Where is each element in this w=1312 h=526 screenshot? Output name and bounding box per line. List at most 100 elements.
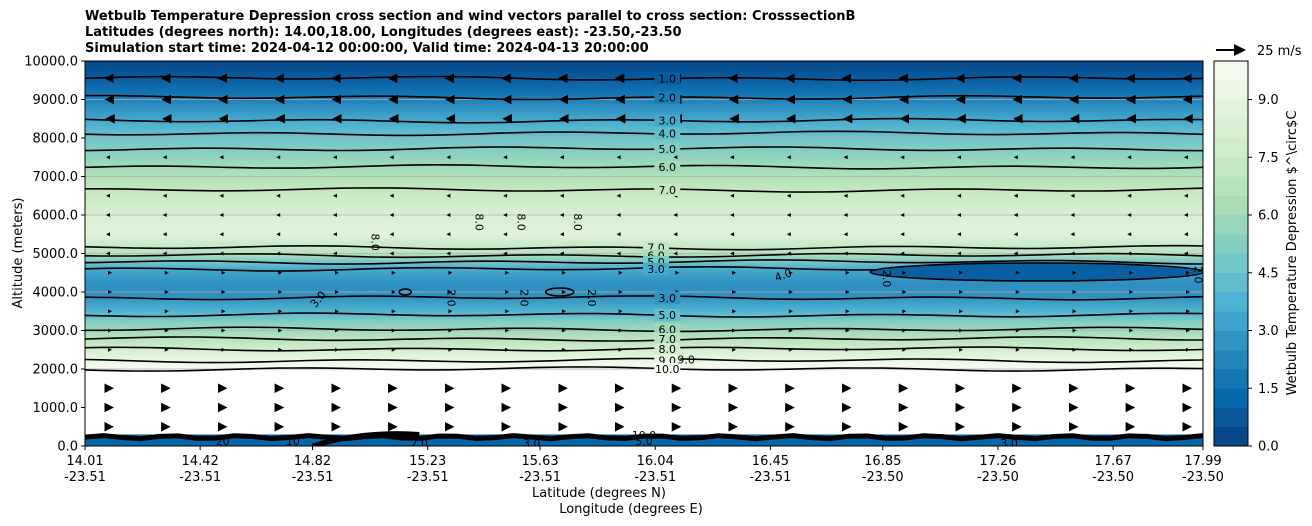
wind-vector xyxy=(448,270,453,275)
contour-label: 2.0 xyxy=(444,289,457,307)
wind-vector xyxy=(618,328,623,333)
wind-vector xyxy=(845,270,850,275)
wind-vector xyxy=(389,213,394,217)
wind-vector xyxy=(786,155,791,160)
closed-contour xyxy=(869,262,1203,282)
colorbar-band xyxy=(1214,61,1248,81)
wind-vector xyxy=(1129,347,1134,352)
wind-vector xyxy=(108,328,112,333)
wind-vector xyxy=(732,309,737,314)
wind-vector xyxy=(503,193,508,198)
contour-label: 2.0 xyxy=(585,289,598,307)
wind-vector xyxy=(332,232,337,237)
wind-vector xyxy=(278,290,283,294)
wind-vector xyxy=(164,309,169,314)
wind-vector xyxy=(1184,155,1188,160)
contour-line xyxy=(85,336,1203,342)
wind-vector xyxy=(334,328,339,333)
colorbar-band xyxy=(1214,349,1248,370)
wind-vector xyxy=(788,290,793,294)
wind-vector xyxy=(1186,309,1190,314)
wind-vector xyxy=(1127,155,1132,160)
wind-vector xyxy=(1127,213,1132,217)
contour-label-bg xyxy=(654,291,681,304)
y-axis-label: Altitude (meters) xyxy=(11,198,26,309)
wind-vector xyxy=(503,155,508,160)
surface-layer xyxy=(85,434,1203,446)
x-tick-label-lon: -23.51 xyxy=(634,470,676,485)
contour-label-bg xyxy=(654,332,681,345)
colorbar-label: Wetbulb Temperature Depression $^\circ$C xyxy=(1285,111,1300,396)
wind-vector xyxy=(446,232,451,237)
wind-vector xyxy=(900,251,905,256)
wind-vector xyxy=(786,232,791,237)
wind-vector xyxy=(278,347,283,352)
wind-vector xyxy=(1184,232,1188,237)
contour-label: 4.0 xyxy=(773,266,794,284)
wind-vector xyxy=(108,290,112,294)
colorbar-band xyxy=(1214,253,1248,274)
wind-vector xyxy=(334,290,339,294)
contour-label: 8.0 xyxy=(515,213,528,231)
wind-vector xyxy=(561,290,566,294)
x-tick-label-lon: -23.51 xyxy=(64,470,106,485)
contour-label: 8.0 xyxy=(472,213,485,231)
contour-label: 3.0 xyxy=(658,292,676,305)
x-tick-label-lon: -23.51 xyxy=(179,470,221,485)
colorbar-tick-label: 0.0 xyxy=(1258,440,1279,455)
wind-vector xyxy=(446,155,451,160)
wind-vector xyxy=(957,155,962,160)
wind-vector xyxy=(389,155,394,160)
wind-vector xyxy=(1186,347,1190,352)
wind-vector xyxy=(1127,232,1132,237)
wind-vector xyxy=(957,232,962,237)
wind-vector xyxy=(219,251,224,256)
wind-vector xyxy=(900,232,905,237)
x-tick-label-lon: -23.50 xyxy=(862,470,904,485)
wind-vector xyxy=(959,309,964,314)
x-tick-label-lat: 16.45 xyxy=(752,454,789,469)
contour-label: 8.0 xyxy=(571,213,584,231)
wind-vector xyxy=(618,347,623,352)
wind-vector xyxy=(561,270,566,275)
wind-vector xyxy=(902,328,907,333)
wind-vector xyxy=(1184,251,1188,256)
colorbar-band xyxy=(1214,195,1248,216)
wind-vector xyxy=(448,328,453,333)
wind-vector xyxy=(448,290,453,294)
colorbar-tick-label: 3.0 xyxy=(1258,324,1279,339)
wind-vector xyxy=(108,270,112,275)
contour-label: 4.0 xyxy=(658,127,676,140)
contour-label: 3.0 xyxy=(523,437,541,450)
y-tick-label: 3000.0 xyxy=(33,324,79,339)
wind-vector xyxy=(959,270,964,275)
wind-vector xyxy=(1186,290,1190,294)
wind-vector xyxy=(1015,290,1020,294)
wind-vector xyxy=(108,347,112,352)
wind-vector xyxy=(730,213,735,217)
y-tick-label: 0.0 xyxy=(57,440,78,455)
wind-vector xyxy=(845,347,850,352)
wind-vector xyxy=(730,155,735,160)
wind-vector xyxy=(843,213,848,217)
contour-label: 3.0 xyxy=(658,115,676,128)
wind-vector xyxy=(559,232,564,237)
contour-label-bg xyxy=(654,160,681,173)
wind-vector xyxy=(164,290,169,294)
wind-vector xyxy=(1070,193,1075,198)
wind-vector xyxy=(902,290,907,294)
y-tick-label: 1000.0 xyxy=(33,401,79,416)
wind-vector xyxy=(788,347,793,352)
wind-vector xyxy=(448,309,453,314)
contour-label-bg xyxy=(654,142,681,155)
wind-vector xyxy=(959,290,964,294)
wind-vector xyxy=(1015,328,1020,333)
contour-line xyxy=(85,346,1203,352)
colorbar-band xyxy=(1214,176,1248,197)
wind-vector xyxy=(1070,155,1075,160)
wind-vector xyxy=(561,328,566,333)
wind-vector xyxy=(106,213,110,217)
wind-vector xyxy=(1013,193,1018,198)
wind-vector xyxy=(845,328,850,333)
contour-label-bg xyxy=(654,323,681,336)
